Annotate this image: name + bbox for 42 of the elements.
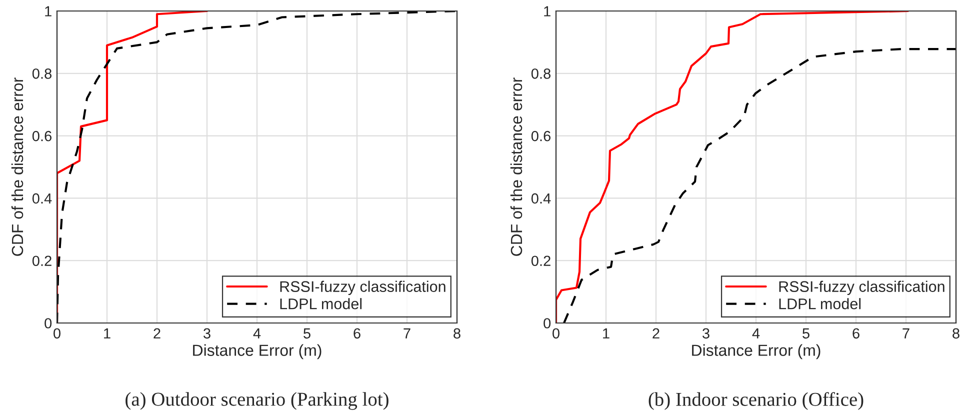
- x-tick-label: 6: [354, 328, 360, 339]
- x-tick-label: 3: [702, 328, 710, 339]
- x-tick-label: 5: [802, 328, 810, 339]
- y-tick-label: 0.4: [531, 193, 551, 204]
- text: (a) Outdoor scenario (Parking lot): [126, 392, 388, 410]
- y-tick-label: 0.2: [531, 256, 550, 266]
- legend-label: RSSI-fuzzy classification: [779, 280, 944, 296]
- y-tick-label: 0.6: [531, 130, 550, 142]
- legend-label: RSSI-fuzzy classification: [280, 280, 446, 296]
- x-tick-label: 5: [304, 328, 310, 339]
- x-tick-label: 4: [752, 328, 760, 338]
- x-axis-title: Distance Error (m): [692, 344, 820, 360]
- line-series: [57, 11, 457, 323]
- x-tick-label: 0: [552, 328, 560, 339]
- x-tick-label: 1: [104, 328, 110, 338]
- y-axis-title: CDF of the distance error: [510, 78, 522, 256]
- y-tick-label: 0: [544, 318, 551, 328]
- y-tick-label: 0: [44, 318, 52, 328]
- x-tick-label: 7: [902, 328, 910, 338]
- x-tick-label: 1: [603, 328, 610, 338]
- x-tick-label: 2: [652, 328, 660, 338]
- y-axis-title: CDF of the distance error: [11, 78, 24, 256]
- y-tick-label: 0.4: [32, 193, 52, 204]
- x-tick-label: 6: [852, 328, 860, 339]
- x-tick-label: 3: [204, 328, 210, 339]
- y-tick-label: 1: [45, 6, 52, 16]
- x-tick-label: 8: [952, 328, 960, 339]
- x-tick-label: 2: [154, 328, 160, 338]
- line-series: [562, 48, 956, 323]
- x-axis-title: Distance Error (m): [193, 344, 322, 360]
- y-tick-label: 1: [544, 6, 550, 16]
- legend-label: LDPL model: [280, 298, 362, 310]
- x-tick-label: 7: [404, 328, 410, 338]
- y-tick-label: 0.6: [32, 130, 52, 142]
- x-tick-label: 8: [454, 328, 460, 339]
- y-tick-label: 0.2: [32, 256, 52, 266]
- x-tick-label: 0: [54, 328, 60, 339]
- y-tick-label: 0.8: [531, 68, 551, 79]
- legend-label: LDPL model: [779, 298, 861, 310]
- text: (b) Indoor scenario (Office): [648, 392, 864, 410]
- y-tick-label: 0.8: [32, 68, 52, 79]
- x-tick-label: 4: [253, 328, 261, 338]
